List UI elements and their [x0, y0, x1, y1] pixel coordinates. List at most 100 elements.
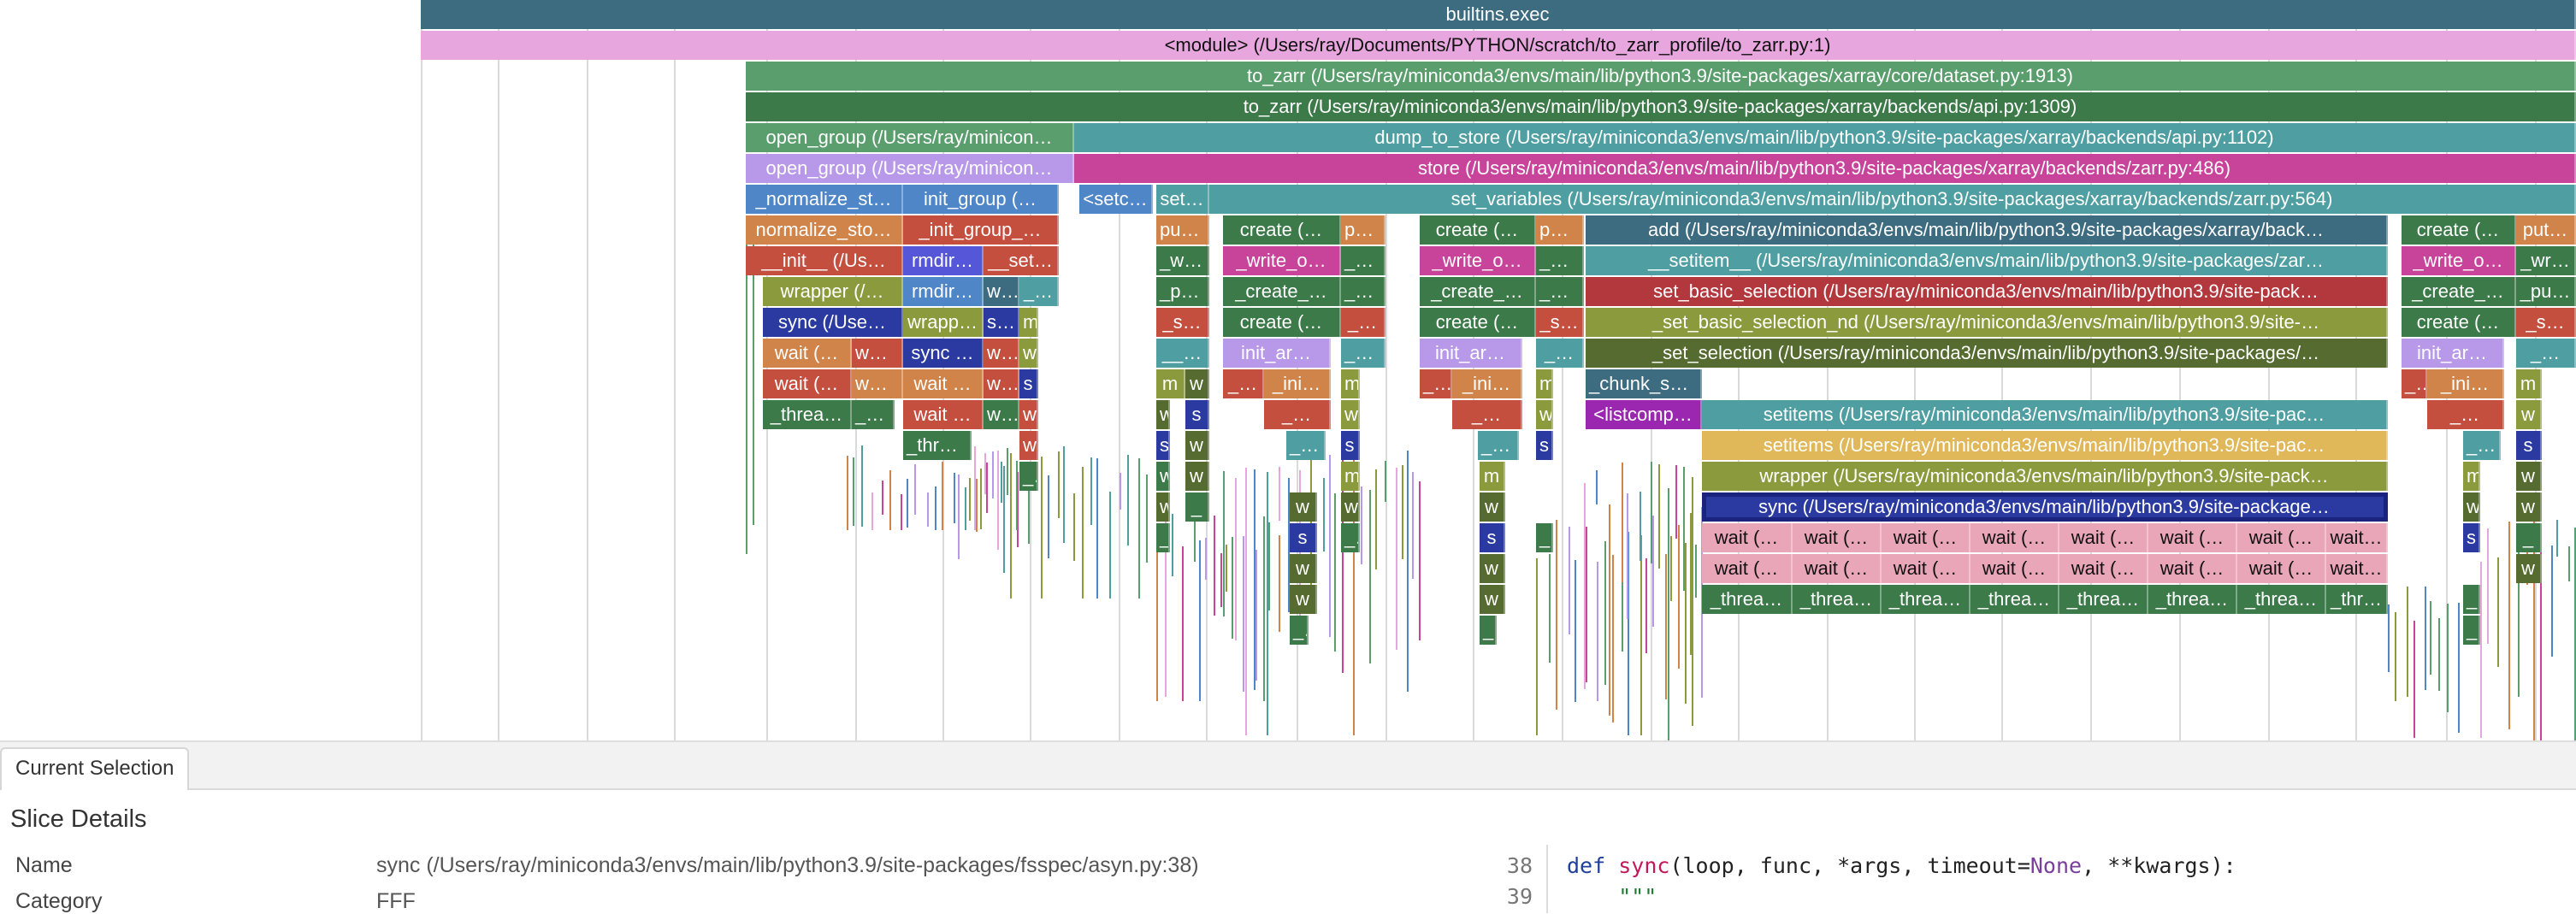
flame-frame[interactable]: init_group (…: [903, 185, 1059, 214]
flame-frame[interactable]: wait (…: [2237, 523, 2326, 552]
flame-frame[interactable]: _…: [2402, 369, 2427, 398]
flame-frame[interactable]: _write_o…: [2402, 246, 2516, 275]
flame-frame[interactable]: init_ar…: [1420, 339, 1522, 368]
flame-frame[interactable]: setitems (/Users/ray/miniconda3/envs/mai…: [1702, 400, 2388, 429]
flame-frame[interactable]: _: [2463, 585, 2480, 614]
flame-frame[interactable]: w: [2516, 554, 2542, 583]
flame-frame[interactable]: pu…: [1341, 215, 1385, 245]
flame-frame[interactable]: builtins.exec: [421, 0, 2576, 29]
flame-frame[interactable]: put…: [1156, 215, 1209, 245]
flame-frame[interactable]: _p…: [1341, 277, 1385, 306]
flame-frame[interactable]: wait (…: [763, 339, 852, 368]
flame-frame[interactable]: w: [1019, 400, 1038, 429]
flame-frame[interactable]: w: [2516, 492, 2542, 522]
flame-frame[interactable]: <listcomp…: [1586, 400, 1702, 429]
flame-frame[interactable]: _threa…: [1702, 585, 1793, 614]
flame-frame[interactable]: _: [2516, 523, 2542, 552]
flame-frame[interactable]: _thre…: [903, 431, 972, 460]
flame-frame[interactable]: _: [1019, 462, 1038, 491]
flame-frame[interactable]: m: [1341, 462, 1360, 491]
flame-frame[interactable]: m: [2463, 462, 2480, 491]
flame-frame[interactable]: wait (…: [2237, 554, 2326, 583]
flame-frame[interactable]: _wr…: [2516, 246, 2576, 275]
flame-frame[interactable]: _: [1156, 523, 1170, 552]
flame-frame[interactable]: create (…: [1223, 215, 1341, 245]
flame-frame[interactable]: s: [1341, 431, 1360, 460]
flame-frame[interactable]: __init__ (/Us…: [746, 246, 903, 275]
flame-frame[interactable]: wait (…: [1793, 554, 1882, 583]
flame-frame[interactable]: <setc…: [1079, 185, 1153, 214]
flame-frame[interactable]: m: [2516, 369, 2542, 398]
flame-frame[interactable]: init_ar…: [2402, 339, 2504, 368]
flame-frame[interactable]: open_group (/Users/ray/minicon…: [746, 154, 1074, 183]
flame-frame[interactable]: add (/Users/ray/miniconda3/envs/main/lib…: [1586, 215, 2388, 245]
flame-frame[interactable]: _: [1480, 616, 1497, 645]
flame-frame[interactable]: _threa…: [2237, 585, 2326, 614]
flame-frame[interactable]: wait (…: [1702, 554, 1793, 583]
flame-frame[interactable]: w: [1156, 462, 1170, 491]
flame-frame[interactable]: s: [1185, 400, 1209, 429]
flame-frame[interactable]: m: [1536, 369, 1553, 398]
flame-frame[interactable]: w: [1341, 400, 1360, 429]
flame-frame[interactable]: _: [1536, 523, 1553, 552]
flame-frame[interactable]: _threa…: [1882, 585, 1970, 614]
flame-frame[interactable]: _create_…: [2402, 277, 2516, 306]
flame-frame[interactable]: wait (…: [2059, 523, 2148, 552]
flame-frame[interactable]: _threa…: [1970, 585, 2059, 614]
flame-frame[interactable]: _ini…: [1264, 369, 1331, 398]
flame-frame[interactable]: _pu…: [1536, 277, 1584, 306]
flame-frame[interactable]: w: [1480, 492, 1505, 522]
flame-frame[interactable]: _: [1185, 492, 1209, 522]
flame-frame[interactable]: wait…: [2326, 554, 2388, 583]
flame-frame[interactable]: w: [1156, 400, 1170, 429]
flame-frame[interactable]: s: [1019, 369, 1038, 398]
flame-frame[interactable]: __set…: [984, 246, 1059, 275]
flame-frame[interactable]: __…: [1478, 431, 1519, 460]
flame-frame[interactable]: create (…: [1223, 308, 1341, 337]
flame-frame[interactable]: _ini…: [1452, 369, 1522, 398]
flame-frame[interactable]: w: [1480, 585, 1505, 614]
flame-frame[interactable]: _wr…: [1536, 246, 1584, 275]
flame-frame[interactable]: _chunk_setitems (/Users/ray/miniconda3/e…: [1586, 369, 1702, 398]
flame-frame[interactable]: put…: [1536, 215, 1584, 245]
flame-frame[interactable]: wait (…: [1970, 523, 2059, 552]
flame-frame[interactable]: wait (…: [1793, 523, 1882, 552]
flame-frame[interactable]: wait (…: [1882, 523, 1970, 552]
flame-frame[interactable]: wa…: [852, 339, 903, 368]
flame-frame[interactable]: _write_o…: [1420, 246, 1536, 275]
flame-frame[interactable]: _threa…: [2148, 585, 2237, 614]
flame-frame[interactable]: setitems (/Users/ray/miniconda3/envs/mai…: [1702, 431, 2388, 460]
flame-frame[interactable]: wait (…: [2148, 554, 2237, 583]
flame-frame[interactable]: _write_o…: [1223, 246, 1341, 275]
flame-frame[interactable]: to_zarr (/Users/ray/miniconda3/envs/main…: [746, 92, 2576, 121]
flame-frame[interactable]: _w…: [1341, 246, 1385, 275]
flame-frame[interactable]: set_variables (/Users/ray/miniconda3/env…: [1209, 185, 2576, 214]
flame-frame[interactable]: w…: [984, 369, 1019, 398]
flame-frame[interactable]: w: [1185, 462, 1209, 491]
flame-frame[interactable]: _pu…: [1156, 277, 1209, 306]
flame-frame[interactable]: set_basic_selection (/Users/ray/minicond…: [1586, 277, 2388, 306]
flame-frame[interactable]: _threa…: [2059, 585, 2148, 614]
flame-frame[interactable]: _: [2463, 616, 2480, 645]
flame-frame[interactable]: wait …: [903, 369, 984, 398]
flame-frame[interactable]: _threa…: [763, 400, 852, 429]
flame-frame[interactable]: _thr…: [2326, 585, 2388, 614]
flame-frame[interactable]: dump_to_store (/Users/ray/miniconda3/env…: [1074, 123, 2576, 152]
flame-frame[interactable]: w: [1536, 400, 1553, 429]
flame-frame[interactable]: w: [1019, 339, 1038, 368]
flame-frame[interactable]: _set_selection (/Users/ray/miniconda3/en…: [1586, 339, 2388, 368]
flame-frame[interactable]: m: [1341, 369, 1360, 398]
flame-frame[interactable]: _s…: [1156, 308, 1209, 337]
flame-frame[interactable]: _…: [2516, 339, 2576, 368]
flame-frame[interactable]: wrapper (/…: [763, 277, 903, 306]
flame-frame[interactable]: _create_…: [1223, 277, 1341, 306]
flame-frame[interactable]: w: [1290, 492, 1317, 522]
flame-frame[interactable]: init_ar…: [1223, 339, 1331, 368]
flame-frame[interactable]: s: [1536, 431, 1553, 460]
flame-frame[interactable]: w: [1480, 554, 1505, 583]
flame-frame[interactable]: _…: [2427, 400, 2504, 429]
flame-frame[interactable]: _s…: [1536, 308, 1584, 337]
flame-frame[interactable]: set…: [1156, 185, 1209, 214]
tab-current-selection[interactable]: Current Selection: [0, 747, 190, 790]
flame-frame[interactable]: wait…: [2326, 523, 2388, 552]
